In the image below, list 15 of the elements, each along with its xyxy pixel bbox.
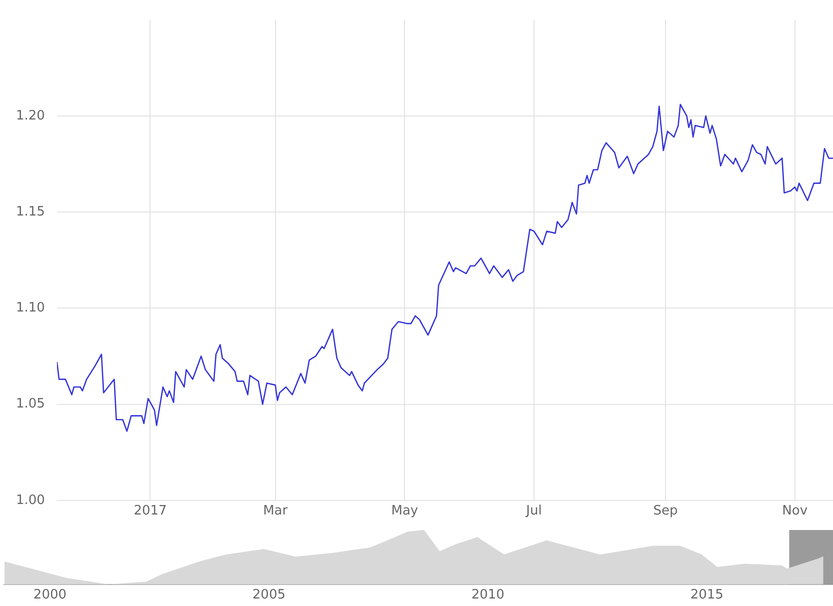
y-tick-label: 1.10 — [16, 300, 45, 316]
y-tick-label: 1.20 — [16, 108, 45, 124]
y-tick-label: 1.15 — [16, 204, 45, 220]
x-tick-label: 2015 — [690, 588, 724, 603]
x-tick-label: 2017 — [134, 504, 167, 519]
x-tick-label: Sep — [653, 504, 678, 519]
x-tick-label: May — [391, 504, 418, 519]
x-tick-label: Nov — [782, 504, 808, 519]
y-tick-label: 1.00 — [16, 492, 45, 508]
x-tick-label: 2005 — [252, 588, 286, 603]
x-tick-label: 2000 — [33, 588, 67, 603]
x-tick-label: 2010 — [471, 588, 504, 603]
x-tick-label: Mar — [263, 504, 288, 519]
y-tick-label: 1.05 — [16, 396, 45, 412]
x-tick-label: Jul — [525, 504, 542, 519]
